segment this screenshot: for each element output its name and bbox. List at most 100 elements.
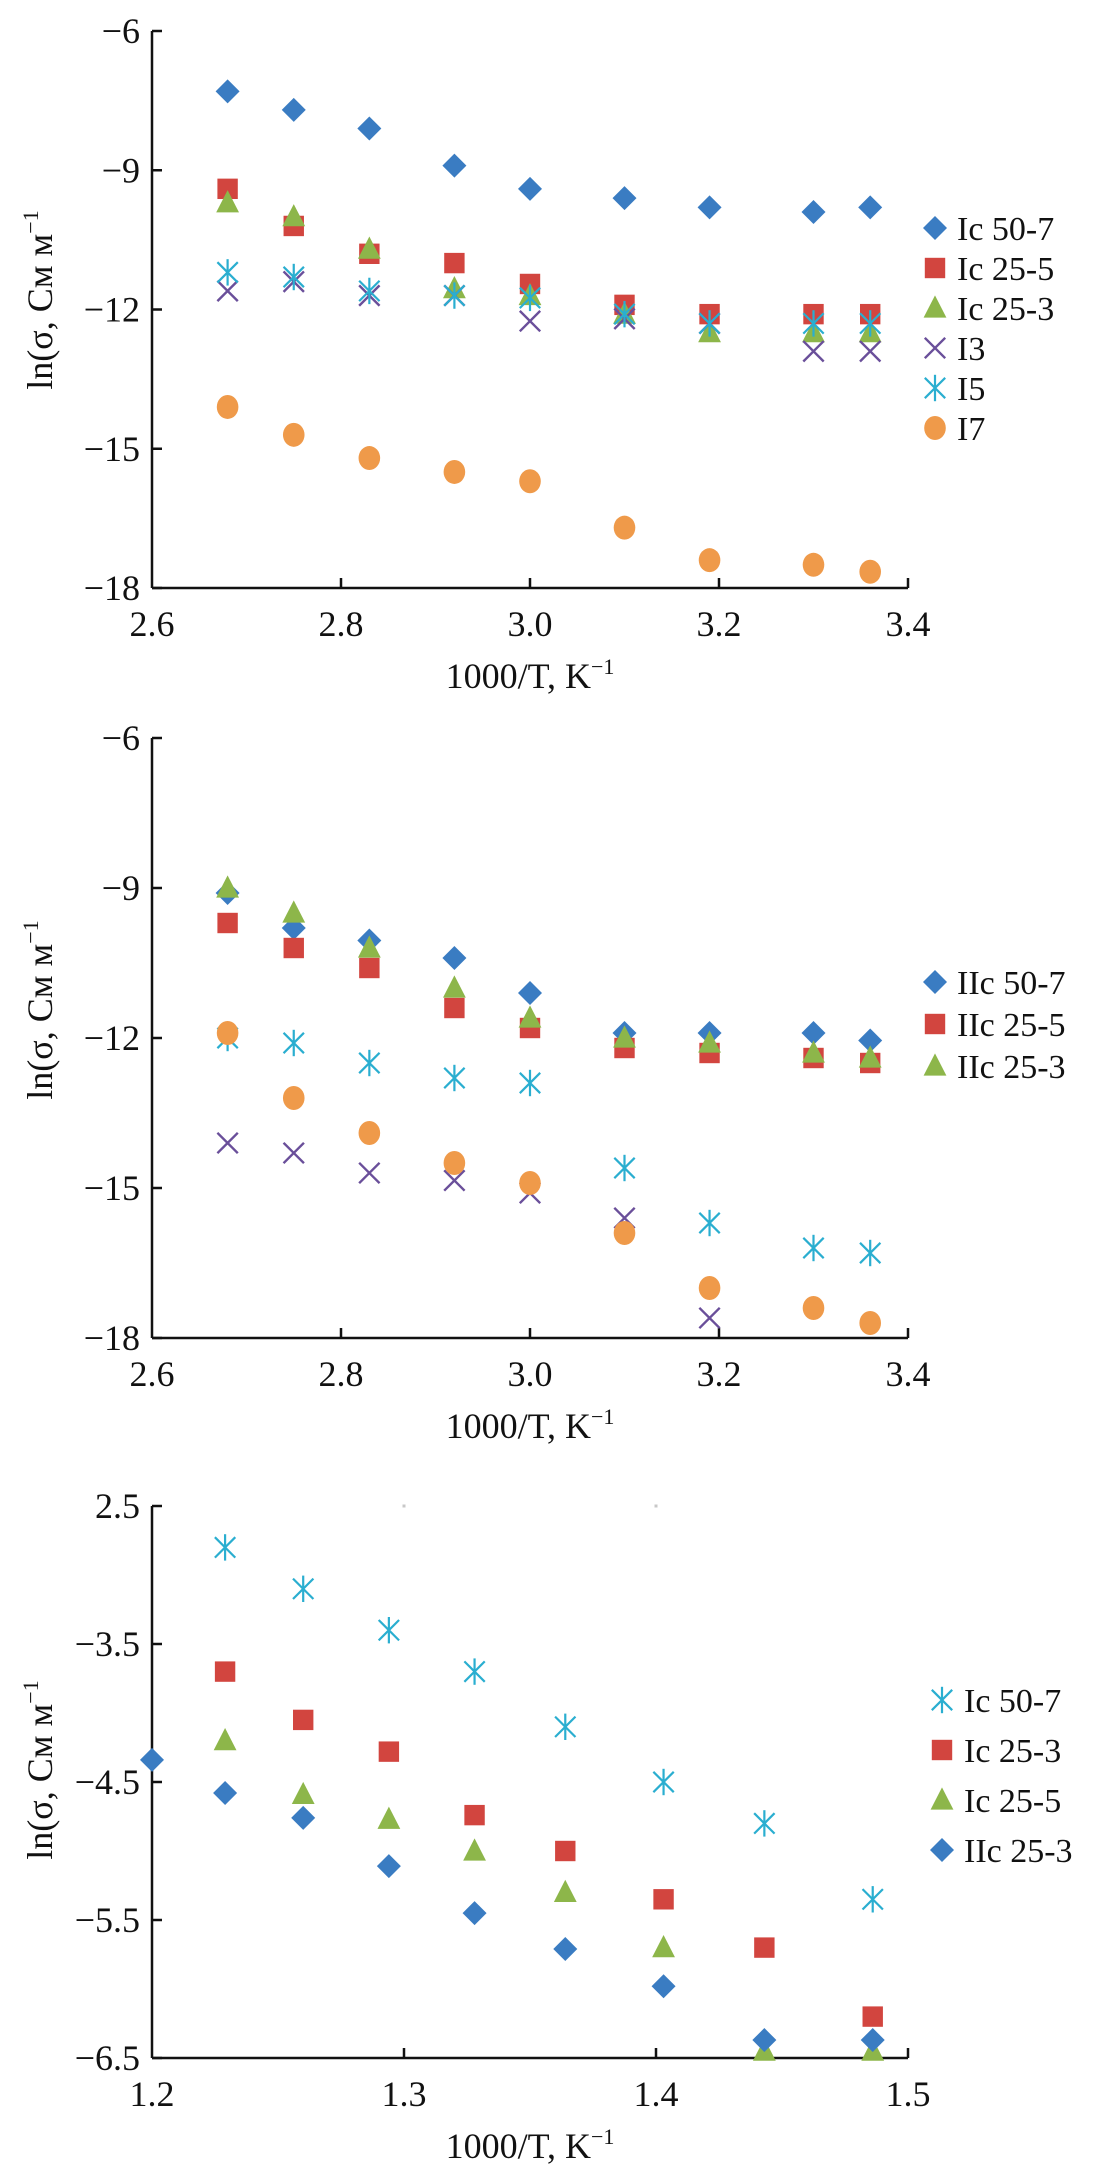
legend-diamond-icon bbox=[923, 970, 947, 994]
x-tick-label: 1.4 bbox=[634, 2074, 679, 2114]
data-point bbox=[358, 446, 381, 471]
data-point bbox=[282, 422, 305, 447]
legend-label: Ic 25-5 bbox=[957, 251, 1054, 288]
data-point bbox=[554, 1713, 577, 1740]
legend-label: Ic 25-3 bbox=[964, 1733, 1061, 1770]
data-point bbox=[443, 975, 466, 998]
y-tick-label: −4.5 bbox=[75, 1762, 140, 1802]
data-point bbox=[140, 1747, 164, 1772]
data-point bbox=[443, 1151, 466, 1175]
data-point bbox=[282, 1029, 305, 1057]
data-point bbox=[213, 1781, 238, 1806]
x-tick-label: 3.0 bbox=[508, 1354, 553, 1394]
legend: IIc 50-7 IIc 25-5 IIc 25-3 bbox=[923, 965, 1066, 1086]
data-point bbox=[463, 1658, 486, 1685]
chart-panel-2: −6 −9 −12 −15 −182.6 2.8 3.0 3.2 3.4 1000/T, K−1 l… bbox=[18, 718, 1066, 1446]
legend-diamond-icon bbox=[930, 1838, 954, 1862]
legend: Ic 50-7 Ic 25-3 Ic 25-5 IIc 25-3 bbox=[930, 1683, 1073, 1870]
data-point bbox=[213, 1728, 237, 1751]
data-point bbox=[858, 1045, 882, 1068]
y-tick-label: −9 bbox=[102, 868, 140, 908]
data-point bbox=[518, 981, 542, 1005]
data-point bbox=[282, 1086, 305, 1110]
data-point bbox=[216, 1131, 239, 1155]
legend-item: Ic 25-3 bbox=[931, 1733, 1061, 1770]
x-tick-label: 3.2 bbox=[697, 604, 742, 644]
legend-asterisk-icon bbox=[931, 1686, 953, 1714]
data-point bbox=[291, 1781, 315, 1805]
data-point bbox=[217, 178, 238, 200]
data-point bbox=[357, 116, 382, 141]
data-point bbox=[357, 236, 381, 259]
data-point bbox=[293, 1709, 314, 1731]
series-asterisk bbox=[216, 1024, 882, 1267]
data-point bbox=[215, 79, 240, 104]
data-point bbox=[214, 1661, 236, 1682]
data-point bbox=[859, 1311, 881, 1335]
y-tick-label: −12 bbox=[84, 290, 140, 330]
data-point bbox=[802, 1234, 825, 1262]
data-point bbox=[698, 548, 721, 573]
y-tick-label: −12 bbox=[84, 1018, 140, 1058]
data-point bbox=[612, 186, 637, 211]
data-point bbox=[358, 1121, 381, 1145]
legend-item: IIc 50-7 bbox=[923, 965, 1066, 1002]
legend-item: I3 bbox=[923, 331, 985, 368]
data-point bbox=[358, 277, 381, 305]
data-point bbox=[443, 1169, 466, 1192]
series-i5 bbox=[216, 259, 882, 337]
data-point bbox=[518, 310, 542, 333]
data-point bbox=[216, 259, 239, 286]
legend-item: Ic 25-5 bbox=[924, 251, 1054, 288]
series-ic-25-5 bbox=[217, 178, 881, 325]
x-tick-label: 2.8 bbox=[319, 1354, 364, 1394]
legend-x-icon bbox=[923, 336, 947, 360]
legend-square-icon bbox=[931, 1739, 953, 1761]
legend-label: IIc 25-5 bbox=[957, 1007, 1066, 1044]
data-point bbox=[443, 1064, 466, 1092]
data-point bbox=[802, 1296, 825, 1320]
data-point bbox=[214, 1534, 237, 1561]
legend-item: Ic 25-5 bbox=[930, 1783, 1061, 1820]
x-axis-title: 1000/T, K−1 bbox=[446, 2124, 615, 2166]
data-point bbox=[281, 97, 306, 122]
data-point bbox=[377, 1617, 400, 1644]
x-tick-label: 1.2 bbox=[130, 2074, 175, 2114]
y-tick-label: −5.5 bbox=[75, 1900, 140, 1940]
data-point bbox=[444, 252, 465, 274]
data-point bbox=[553, 1936, 578, 1961]
data-point bbox=[376, 1854, 401, 1879]
data-point bbox=[802, 1040, 825, 1063]
legend-triangle-icon bbox=[923, 295, 947, 318]
data-point bbox=[463, 1838, 486, 1861]
data-point bbox=[860, 2028, 885, 2053]
legend-diamond-icon bbox=[923, 216, 947, 240]
data-point bbox=[652, 1935, 675, 1958]
data-point bbox=[754, 1937, 775, 1958]
x-tick-label: 2.6 bbox=[130, 604, 175, 644]
legend-label: I7 bbox=[957, 411, 985, 448]
y-tick-label: −15 bbox=[84, 429, 140, 469]
data-point bbox=[359, 957, 380, 979]
x-axis-title: 1000/T, K−1 bbox=[446, 654, 615, 696]
data-point bbox=[698, 1030, 721, 1053]
data-point bbox=[292, 1575, 315, 1602]
data-point bbox=[282, 204, 306, 227]
data-point bbox=[753, 1810, 776, 1837]
data-point bbox=[613, 300, 636, 328]
data-point bbox=[859, 559, 881, 584]
legend-label: Ic 50-7 bbox=[957, 211, 1054, 248]
series-iic-50-7 bbox=[215, 881, 883, 1053]
data-point bbox=[802, 340, 825, 363]
series-ic-25-5 bbox=[213, 1728, 885, 2061]
data-point bbox=[698, 1276, 721, 1300]
data-point bbox=[518, 1005, 542, 1028]
legend-item: Ic 50-7 bbox=[923, 211, 1054, 248]
data-point bbox=[553, 1879, 577, 1902]
data-point bbox=[613, 1154, 636, 1182]
legend-triangle-icon bbox=[923, 1053, 947, 1076]
series-iic-25-3 bbox=[216, 875, 882, 1068]
data-point bbox=[862, 2006, 883, 2027]
legend-item: I7 bbox=[924, 411, 985, 448]
